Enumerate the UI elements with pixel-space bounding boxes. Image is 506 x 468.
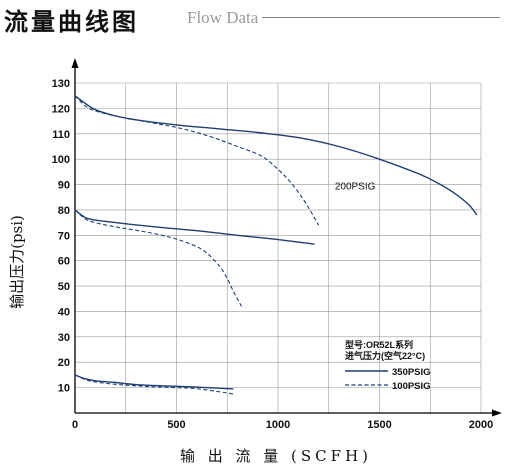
y-tick-30: 30 [58, 332, 70, 344]
x-tick-1000: 1000 [266, 419, 290, 431]
x-tick-500: 500 [167, 419, 185, 431]
x-axis-label: 输 出 流 量 (SCFH) [180, 447, 372, 465]
x-tick-0: 0 [72, 419, 78, 431]
annotation-200psig: 200PSIG [335, 182, 376, 193]
legend-entry-350psig: 350PSIG [392, 367, 431, 378]
curve-15psi-dashed [74, 374, 234, 395]
y-tick-20: 20 [58, 357, 70, 369]
x-axis-arrow [492, 409, 502, 417]
y-tick-100: 100 [52, 154, 70, 166]
legend-title-model: 型号:OR52L系列 [345, 339, 413, 350]
curve-15psi-solid [74, 374, 234, 390]
y-tick-70: 70 [58, 230, 70, 242]
legend-entry-100psig: 100PSIG [392, 381, 431, 392]
x-tick-2000: 2000 [469, 419, 493, 431]
chart-title: 流量曲线图 [4, 7, 139, 36]
y-tick-110: 110 [52, 129, 70, 141]
curves [74, 95, 478, 395]
chart-subtitle: Flow Data [187, 8, 259, 27]
y-tick-90: 90 [58, 180, 70, 192]
y-axis-arrow [71, 58, 79, 68]
y-tick-120: 120 [52, 103, 70, 115]
tick-labels: 10 20 30 40 50 60 70 80 90 100 110 120 130 0 500 1000 15… [52, 78, 494, 431]
y-tick-40: 40 [58, 306, 70, 318]
curve-125psi-dashed [74, 95, 320, 226]
curve-125psi-solid [74, 95, 478, 216]
curve-80psi-dashed [74, 209, 242, 307]
y-tick-130: 130 [52, 78, 70, 90]
y-axis-label: 输出压力(psi) [8, 215, 26, 309]
y-tick-80: 80 [58, 205, 70, 217]
y-tick-10: 10 [58, 383, 70, 395]
y-tick-60: 60 [58, 256, 70, 268]
title-divider [262, 17, 500, 18]
chart-axes [71, 58, 502, 417]
legend: 型号:OR52L系列 进气压力(空气22°C) 350PSIG 100PSIG [345, 339, 431, 392]
chart-grid [75, 82, 482, 413]
legend-title-inlet: 进气压力(空气22°C) [345, 350, 425, 361]
x-tick-1500: 1500 [367, 419, 391, 431]
y-tick-50: 50 [58, 281, 70, 293]
curve-80psi-solid [74, 209, 315, 245]
